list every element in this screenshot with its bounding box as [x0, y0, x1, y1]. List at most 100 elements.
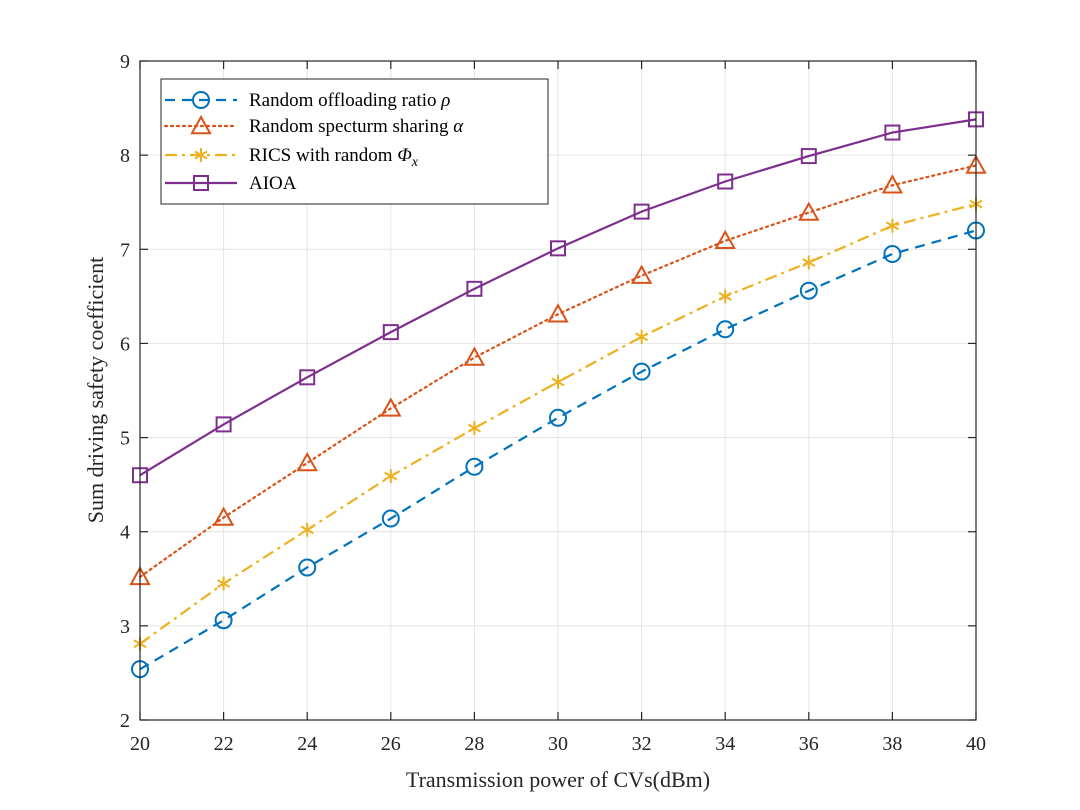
marker-asterisk: [384, 469, 398, 484]
x-tick-label: 36: [799, 733, 819, 755]
marker-circle: [381, 509, 400, 528]
data-point: [718, 289, 732, 304]
marker-circle: [465, 457, 484, 476]
data-point: [798, 201, 820, 221]
data-point: [463, 346, 486, 366]
x-tick-label: 34: [715, 733, 735, 755]
data-point: [714, 229, 736, 250]
marker-circle: [298, 558, 317, 577]
series-line: [139, 229, 977, 671]
data-point: [467, 421, 481, 436]
marker-triangle: [463, 346, 486, 366]
data-point: [549, 408, 567, 427]
data-point: [215, 416, 232, 433]
data-point: [635, 329, 649, 344]
marker-triangle: [212, 506, 235, 526]
y-tick-label: 8: [120, 145, 130, 167]
marker-asterisk: [217, 576, 231, 591]
ticks: [139, 60, 977, 721]
data-point: [381, 509, 400, 528]
marker-asterisk: [300, 522, 314, 537]
marker-asterisk: [885, 218, 899, 233]
marker-circle: [632, 362, 651, 381]
legend-label: RICS with random Φx: [249, 145, 419, 170]
data-point: [382, 324, 399, 341]
series-1: [131, 221, 985, 679]
marker-triangle: [380, 397, 402, 417]
marker-square: [550, 240, 566, 257]
marker-asterisk: [718, 289, 732, 304]
data-point: [465, 457, 484, 476]
data-point: [885, 218, 899, 233]
x-tick-label: 30: [548, 733, 568, 755]
marker-triangle: [798, 201, 820, 221]
marker-circle: [192, 91, 210, 109]
data-point: [717, 173, 734, 190]
marker-triangle: [881, 174, 904, 194]
marker-square: [800, 148, 817, 165]
x-tick-label: 38: [882, 733, 902, 755]
marker-circle: [883, 244, 902, 263]
data-point: [883, 244, 902, 263]
legend-label: Random specturm sharing α: [249, 116, 464, 137]
marker-square: [299, 369, 316, 386]
y-tick-label: 2: [120, 710, 130, 732]
x-tick-label: 24: [297, 733, 317, 755]
data-point: [296, 451, 318, 472]
data-point: [299, 369, 316, 386]
data-point: [550, 240, 566, 257]
data-point: [881, 174, 904, 194]
data-point: [799, 281, 818, 300]
data-point: [884, 124, 901, 141]
marker-circle: [214, 611, 233, 630]
marker-asterisk: [802, 255, 816, 270]
legend-label: AIOA: [249, 173, 297, 194]
data-point: [214, 611, 233, 630]
series-line: [138, 164, 978, 579]
data-point: [547, 303, 569, 323]
marker-circle: [799, 281, 818, 300]
data-point: [217, 576, 231, 591]
marker-triangle: [547, 303, 569, 323]
marker-circle: [549, 408, 567, 427]
legend-entry: AIOA: [165, 173, 297, 194]
marker-asterisk: [194, 148, 208, 162]
data-point: [466, 280, 483, 297]
series-line: [139, 118, 977, 477]
y-tick-label: 4: [120, 522, 130, 544]
y-tick-label: 7: [120, 239, 130, 261]
data-point: [300, 522, 314, 537]
marker-square: [193, 175, 209, 191]
data-point: [298, 558, 317, 577]
data-point: [380, 397, 402, 417]
marker-asterisk: [467, 421, 481, 436]
legend-label: Random offloading ratio ρ: [249, 90, 450, 111]
data-point: [632, 362, 651, 381]
y-tick-label: 6: [120, 333, 130, 355]
marker-asterisk: [551, 375, 565, 390]
marker-triangle: [296, 451, 318, 472]
legend: Random offloading ratio ρ Random specturm…: [160, 78, 549, 205]
data-point: [800, 148, 817, 165]
data-point: [630, 264, 653, 284]
series-4: [132, 111, 984, 484]
y-axis-title: Sum driving safety coefficient: [83, 257, 108, 524]
y-tick-label: 3: [120, 616, 130, 638]
y-tick-label: 5: [120, 428, 130, 450]
x-tick-label: 40: [966, 733, 986, 755]
marker-square: [215, 416, 232, 433]
x-tick-label: 26: [381, 733, 401, 755]
legend-entry: RICS with random Φx: [165, 145, 419, 170]
data-point: [633, 203, 650, 220]
marker-square: [633, 203, 650, 220]
x-tick-label: 28: [464, 733, 484, 755]
legend-entry: Random specturm sharing α: [163, 114, 464, 137]
marker-triangle: [630, 264, 653, 284]
x-tick-label: 22: [214, 733, 234, 755]
marker-circle: [716, 320, 735, 339]
data-point: [716, 320, 735, 339]
marker-square: [382, 324, 399, 341]
marker-square: [884, 124, 901, 141]
